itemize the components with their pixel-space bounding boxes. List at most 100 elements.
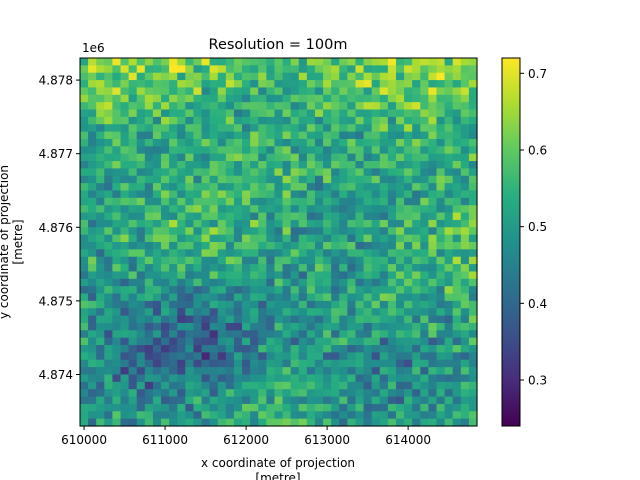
heatmap-cell <box>436 315 446 324</box>
heatmap-cell <box>339 58 348 66</box>
heatmap-cell <box>120 197 130 206</box>
heatmap-cell <box>96 219 105 228</box>
heatmap-cell <box>298 322 308 331</box>
heatmap-cell <box>120 322 130 331</box>
heatmap-cell <box>209 65 219 74</box>
heatmap-cell <box>185 264 195 273</box>
heatmap-cell <box>80 256 89 265</box>
heatmap-cell <box>314 146 324 155</box>
heatmap-cell <box>412 116 421 125</box>
heatmap-cell <box>233 153 243 162</box>
heatmap-cell <box>177 352 186 361</box>
heatmap-cell <box>290 308 300 317</box>
heatmap-cell <box>120 242 130 250</box>
heatmap-cell <box>314 72 324 81</box>
heatmap-cell <box>347 286 357 295</box>
heatmap-cell <box>371 65 381 74</box>
heatmap-cell <box>444 396 454 405</box>
heatmap-cell <box>436 205 446 214</box>
heatmap-cell <box>96 58 105 66</box>
heatmap-cell <box>120 300 130 309</box>
heatmap-cell <box>258 330 267 339</box>
heatmap-cell <box>225 352 235 361</box>
heatmap-cell <box>169 94 178 103</box>
heatmap-cell <box>395 197 405 206</box>
heatmap-cell <box>444 58 454 66</box>
heatmap-cell <box>347 190 357 199</box>
heatmap-cell <box>193 242 203 250</box>
heatmap-cell <box>242 168 251 177</box>
heatmap-cell <box>274 337 284 346</box>
heatmap-cell <box>452 337 462 346</box>
heatmap-cell <box>112 205 122 214</box>
heatmap-cell <box>387 345 397 353</box>
heatmap-cell <box>395 72 405 81</box>
heatmap-cell <box>193 183 203 192</box>
heatmap-cell <box>387 227 397 236</box>
heatmap-cell <box>444 138 454 147</box>
heatmap-cell <box>331 175 340 184</box>
heatmap-cell <box>177 300 186 309</box>
heatmap-cell <box>452 300 462 309</box>
heatmap-cell <box>290 264 300 273</box>
heatmap-cell <box>420 183 429 192</box>
heatmap-cell <box>250 161 259 169</box>
heatmap-cell <box>412 161 421 169</box>
heatmap-cell <box>436 72 446 81</box>
heatmap-cell <box>355 411 365 420</box>
heatmap-cell <box>306 278 316 287</box>
heatmap-cell <box>420 242 429 250</box>
heatmap-cell <box>201 161 211 169</box>
heatmap-cell <box>169 300 178 309</box>
heatmap-cell <box>185 359 195 368</box>
heatmap-cell <box>177 234 186 243</box>
heatmap-cell <box>347 403 357 412</box>
heatmap-cell <box>144 175 154 184</box>
heatmap-cell <box>250 190 259 199</box>
heatmap-cell <box>120 175 130 184</box>
heatmap-cell <box>323 72 332 81</box>
heatmap-cell <box>250 116 259 125</box>
heatmap-cell <box>274 219 284 228</box>
heatmap-cell <box>88 212 97 221</box>
heatmap-cell <box>128 153 138 162</box>
heatmap-cell <box>185 418 195 427</box>
heatmap-cell <box>436 249 446 258</box>
heatmap-cell <box>217 374 227 383</box>
heatmap-cell <box>201 249 211 258</box>
heatmap-cell <box>209 411 219 420</box>
heatmap-cell <box>217 102 227 111</box>
heatmap-cell <box>104 168 114 177</box>
heatmap-cell <box>96 87 105 96</box>
heatmap-cell <box>96 256 105 265</box>
heatmap-cell <box>314 322 324 331</box>
heatmap-cell <box>104 242 114 250</box>
heatmap-cell <box>217 72 227 81</box>
heatmap-cell <box>233 131 243 140</box>
heatmap-cell <box>80 249 89 258</box>
heatmap-cell <box>460 80 470 89</box>
heatmap-cell <box>112 65 122 74</box>
heatmap-cell <box>250 330 259 339</box>
heatmap-cell <box>152 322 162 331</box>
heatmap-cell <box>185 374 195 383</box>
heatmap-cell <box>96 190 105 199</box>
heatmap-cell <box>282 58 292 66</box>
heatmap-cell <box>104 131 114 140</box>
heatmap-cell <box>339 124 348 133</box>
heatmap-cell <box>217 403 227 412</box>
colorbar-tick-label: 0.7 <box>528 67 547 81</box>
heatmap-cell <box>250 153 259 162</box>
heatmap-cell <box>185 293 195 302</box>
heatmap-cell <box>460 102 470 111</box>
heatmap-cell <box>250 300 259 309</box>
heatmap-cell <box>298 278 308 287</box>
heatmap-cell <box>152 197 162 206</box>
heatmap-cell <box>452 131 462 140</box>
heatmap-cell <box>161 249 170 258</box>
heatmap-cell <box>363 256 373 265</box>
heatmap-cell <box>161 330 170 339</box>
heatmap-cell <box>274 168 284 177</box>
heatmap-cell <box>412 80 421 89</box>
heatmap-cell <box>177 227 186 236</box>
